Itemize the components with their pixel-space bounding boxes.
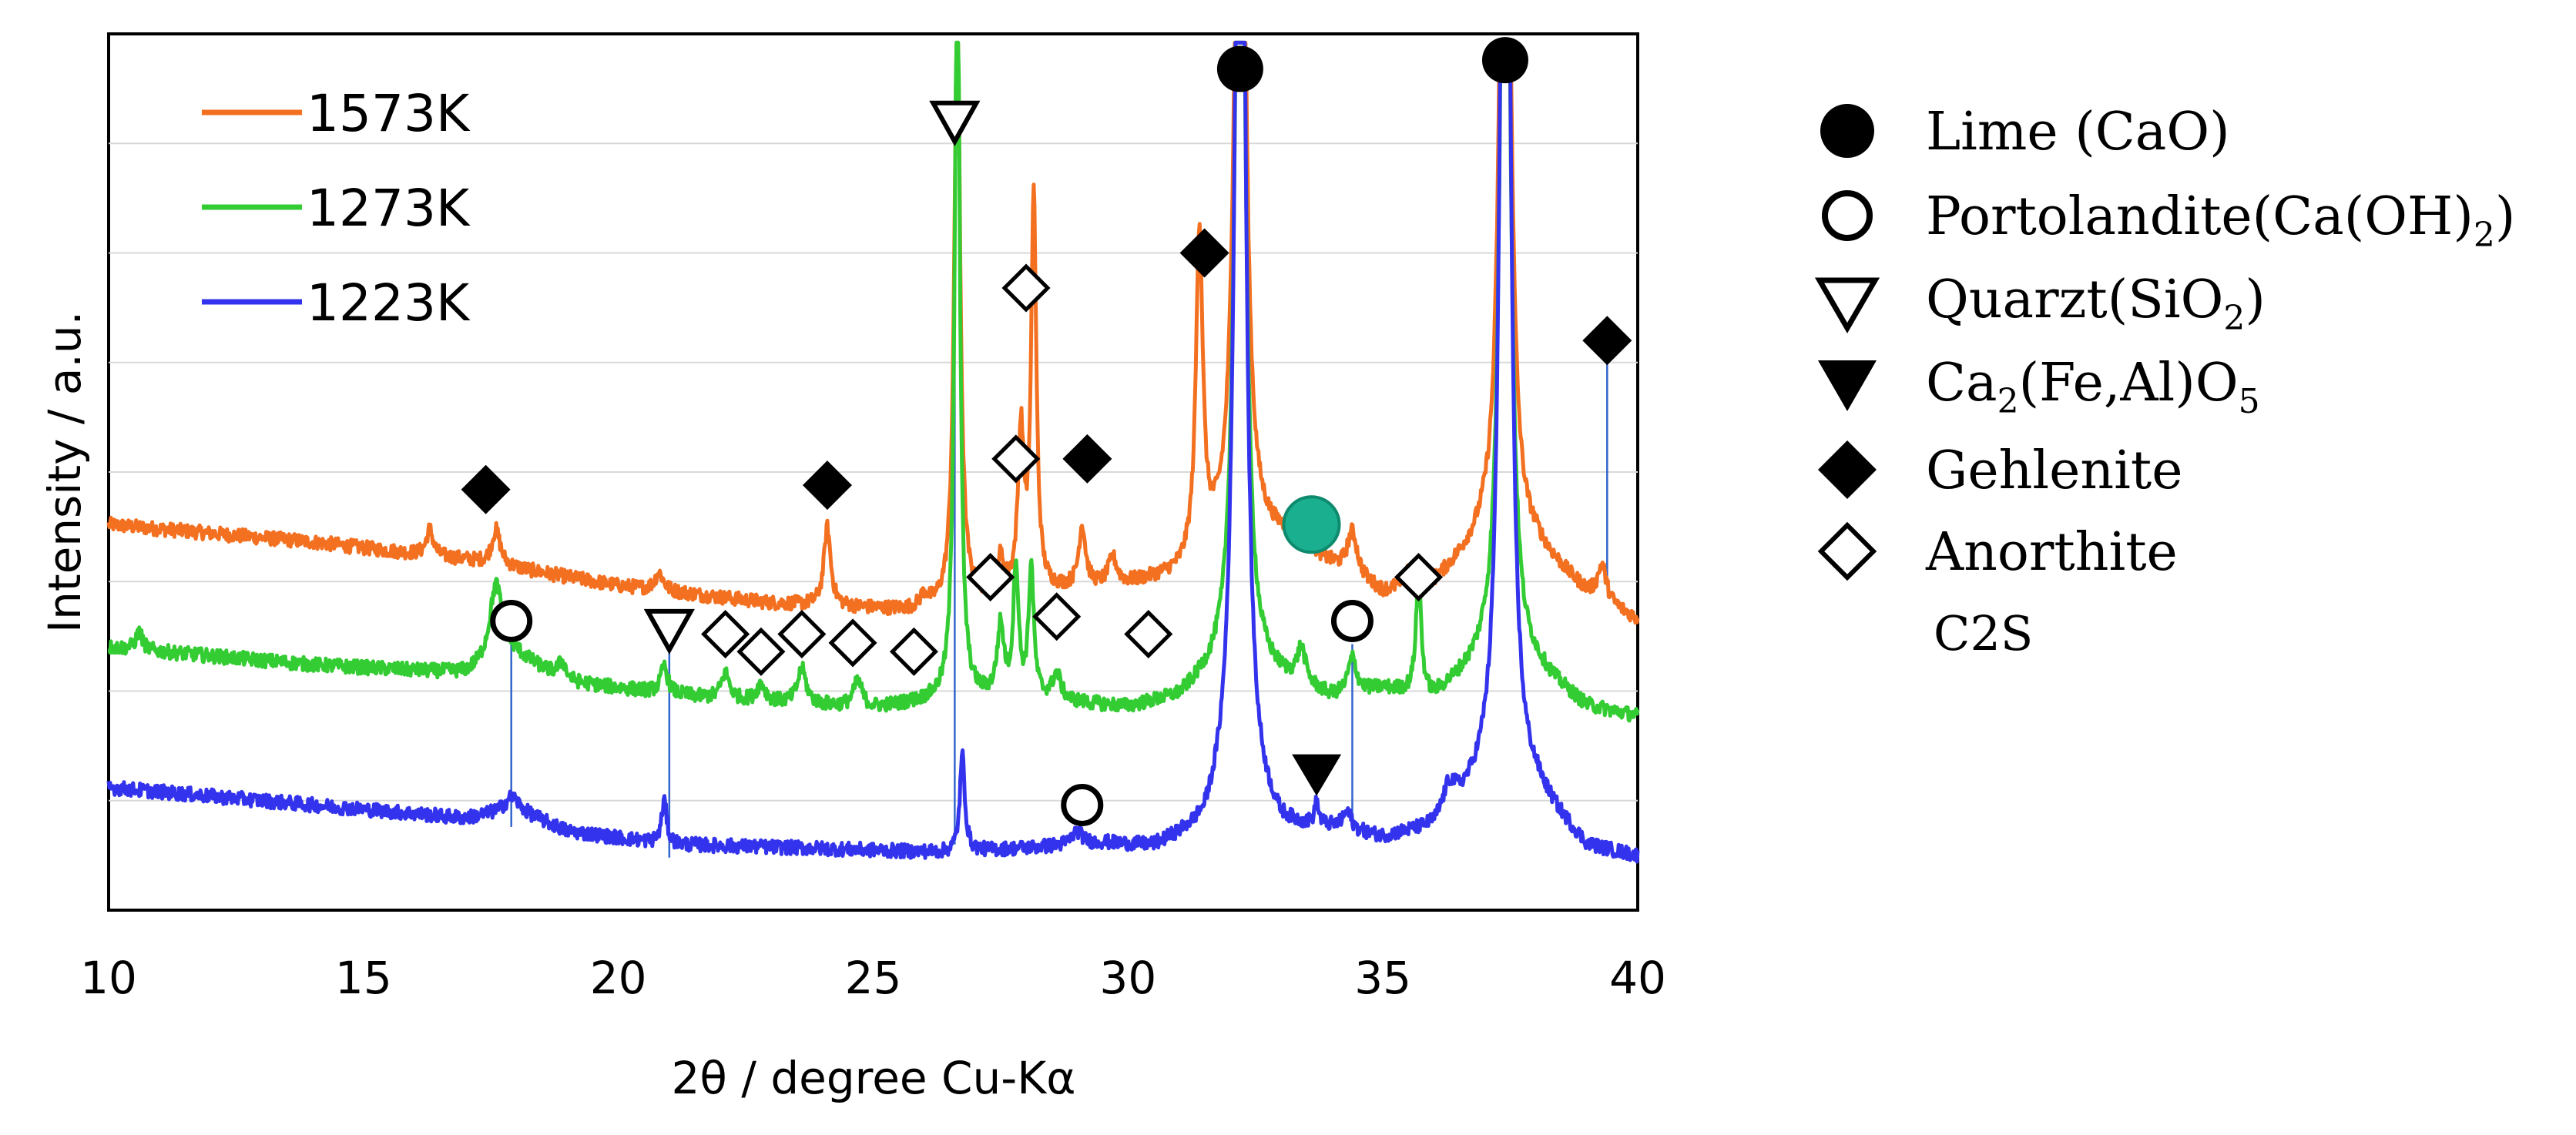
x-tick-25: 25	[845, 952, 902, 1004]
marker-portlandite	[490, 599, 533, 642]
marker-brownmillerite	[1292, 754, 1342, 796]
brownmillerite-subscript-2: 5	[2239, 382, 2260, 421]
x-tick-10: 10	[80, 952, 137, 1004]
brownmillerite-icon	[1818, 360, 1877, 411]
x-tick-40: 40	[1609, 952, 1666, 1004]
legend-c2s-label: C2S	[1934, 605, 2033, 661]
marker-gehlenite	[1062, 434, 1112, 484]
series-line-1273K	[107, 40, 1640, 723]
quartz-icon	[1814, 277, 1880, 333]
x-tick-15: 15	[335, 952, 392, 1004]
x-tick-labels: 10 15 20 25 30 35 40	[80, 952, 1666, 1004]
brownmillerite-text: Ca	[1926, 353, 1997, 413]
marker-quartz	[929, 100, 981, 146]
portlandite-text: Portolandite(Ca(OH)	[1926, 186, 2474, 247]
marker-anorthite	[1394, 553, 1444, 602]
portlandite-subscript: 2	[2474, 216, 2495, 255]
marker-anorthite	[828, 618, 877, 668]
phase-markers	[461, 37, 1632, 826]
lime-icon	[1820, 104, 1874, 158]
marker-anorthite	[1124, 609, 1173, 659]
marker-quartz	[643, 608, 695, 655]
gehlenite-icon	[1818, 440, 1877, 499]
legend-label-1223K: 1223K	[307, 273, 471, 333]
legend-portlandite-label: Portolandite(Ca(OH)2)	[1926, 186, 2515, 255]
marker-anorthite	[777, 609, 827, 659]
y-axis-label: Intensity / a.u.	[39, 311, 91, 633]
series-line-1573K	[106, 40, 1640, 625]
marker-anorthite	[701, 609, 750, 659]
legend-quartz-label: Quarzt(SiO2)	[1926, 270, 2266, 338]
marker-anorthite	[736, 627, 786, 676]
marker-lime	[1216, 45, 1263, 92]
quartz-subscript: 2	[2223, 299, 2245, 338]
legend-lime-label: Lime (CaO)	[1926, 102, 2230, 162]
x-axis-label: 2θ / degree Cu-Kα	[672, 1052, 1076, 1104]
marker-c2s	[1282, 495, 1341, 554]
marker-anorthite	[1032, 592, 1082, 641]
legend-label-1273K: 1273K	[307, 179, 471, 238]
legend-anorthite-label: Anorthite	[1925, 522, 2178, 583]
series-legend: 1573K 1273K 1223K	[202, 84, 471, 333]
marker-gehlenite	[1582, 316, 1632, 366]
legend-label-1573K: 1573K	[307, 84, 471, 143]
quartz-close: )	[2245, 270, 2266, 330]
x-tick-35: 35	[1354, 952, 1411, 1004]
x-tick-30: 30	[1099, 952, 1156, 1004]
brownmillerite-middle: (Fe,Al)O	[2019, 353, 2239, 413]
brownmillerite-subscript: 2	[1997, 382, 2019, 421]
marker-gehlenite	[1179, 228, 1229, 278]
marker-anorthite	[991, 434, 1041, 484]
marker-portlandite	[1061, 783, 1104, 826]
portlandite-close: )	[2495, 186, 2516, 247]
marker-gehlenite	[461, 464, 511, 514]
anorthite-icon	[1817, 521, 1877, 581]
marker-anorthite	[889, 627, 938, 676]
marker-gehlenite	[802, 460, 852, 511]
series-group	[106, 40, 1640, 864]
series-line-1223K	[106, 40, 1640, 864]
quartz-text: Quarzt(SiO	[1926, 270, 2223, 330]
legend-gehlenite-label: Gehlenite	[1926, 440, 2182, 501]
x-tick-20: 20	[590, 952, 647, 1004]
marker-anorthite	[966, 553, 1015, 602]
marker-portlandite	[1330, 599, 1374, 642]
phase-legend: Lime (CaO) Portolandite(Ca(OH)2) Quarzt(…	[1814, 102, 2515, 661]
marker-lime	[1481, 37, 1528, 84]
marker-anorthite	[1001, 263, 1051, 313]
legend-brownmillerite-label: Ca2(Fe,Al)O5	[1926, 353, 2260, 421]
portlandite-icon	[1822, 190, 1873, 241]
